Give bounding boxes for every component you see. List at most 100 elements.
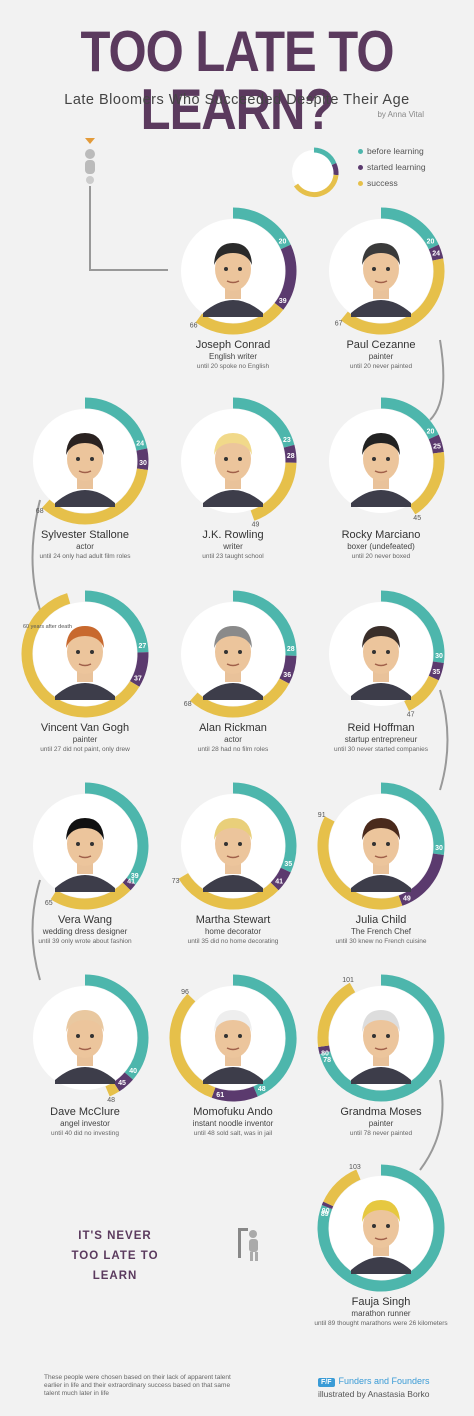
segment-started (270, 867, 291, 891)
segment-before (232, 397, 295, 448)
person-role: instant noodle inventor (192, 1119, 274, 1128)
age-ring-chart: 20 24 67 (329, 207, 445, 335)
segment-success (190, 678, 290, 718)
segment-before (232, 974, 297, 1097)
legend-ring-icon (292, 147, 339, 197)
slogan: IT'S NEVER TOO LATE TO LEARN (50, 1226, 180, 1286)
label-started: 24 (432, 250, 440, 257)
person-role: angel investor (60, 1119, 110, 1128)
label-started: 35 (432, 669, 440, 676)
person-name: Paul Cezanne (346, 339, 416, 351)
segment-started (279, 655, 297, 684)
age-ring: 40 45 48 (19, 972, 151, 1104)
person-name: Alan Rickman (199, 722, 267, 734)
age-ring: 27 37 60 years after death (19, 588, 151, 720)
person-name: Martha Stewart (195, 914, 271, 926)
age-ring-chart: 27 37 60 years after death (21, 590, 149, 718)
segment-before (319, 974, 445, 1102)
person-card: 20 39 66 Joseph Conrad English writer until 2… (158, 205, 308, 371)
person-name: Momofuku Ando (193, 1106, 273, 1118)
age-ring-chart: 28 36 68 (181, 590, 297, 718)
segment-before (380, 397, 439, 440)
person-name: J.K. Rowling (202, 529, 264, 541)
segment-success (340, 258, 445, 335)
label-started: 45 (118, 1080, 126, 1087)
page-title: TOO LATE TO LEARN? (80, 20, 395, 142)
person-card: 23 28 49 J.K. Rowling writer until 23 taught … (158, 395, 308, 561)
age-ring: 39 41 65 (19, 780, 151, 912)
segment-success (42, 468, 148, 525)
person-note: until 78 never painted (349, 1130, 413, 1137)
segment-before (232, 590, 297, 656)
label-success: 91 (318, 812, 326, 819)
person-note: until 35 did no home decorating (187, 938, 279, 945)
person-card: 35 41 73 Martha Stewart home decorator until … (158, 780, 308, 946)
segment-before (232, 207, 291, 250)
portrait-icon (351, 1010, 411, 1084)
legend: before learning started learning success (286, 144, 446, 200)
label-before: 28 (287, 646, 295, 653)
label-success: 68 (36, 508, 44, 515)
age-ring: 30 49 91 (315, 780, 447, 912)
age-ring: 78 80 101 (315, 972, 447, 1104)
age-ring: 89 90 103 (315, 1162, 447, 1294)
person-name: Fauja Singh (351, 1296, 411, 1308)
person-role: startup entrepreneur (344, 735, 418, 744)
person-name: Joseph Conrad (195, 339, 271, 351)
segment-started (428, 434, 444, 454)
person-card: 24 30 68 Sylvester Stallone actor until 24 on… (10, 395, 160, 561)
label-before: 30 (435, 845, 443, 852)
label-before: 20 (279, 238, 287, 245)
brand-credit[interactable]: F/F Funders and Founders (318, 1376, 430, 1387)
age-ring: 20 25 45 (315, 395, 447, 527)
person-note: until 20 never painted (349, 363, 413, 370)
label-success: 73 (172, 878, 180, 885)
age-ring-chart: 24 30 68 (33, 397, 149, 525)
person-note: until 20 never boxed (351, 553, 411, 560)
footnote: These people were chosen based on their … (44, 1374, 231, 1397)
segment-started (283, 444, 297, 463)
segment-before (84, 974, 149, 1080)
legend-success: success (358, 178, 398, 188)
legend-label: started learning (367, 162, 426, 172)
age-ring: 35 41 73 (167, 780, 299, 912)
person-role: writer (223, 542, 243, 551)
segment-before (232, 782, 297, 873)
baby-icon (85, 138, 95, 184)
portrait-icon (351, 818, 411, 892)
elderly-walker-icon (238, 1228, 258, 1261)
segment-success (250, 462, 297, 521)
portrait-icon (55, 818, 115, 892)
label-before: 48 (258, 1086, 266, 1093)
person-name: Rocky Marciano (341, 529, 421, 541)
person-note: until 89 thought marathons were 26 kilom… (314, 1320, 448, 1327)
age-ring: 20 24 67 (315, 205, 447, 337)
legend-started: started learning (358, 162, 426, 172)
segment-before (380, 590, 445, 664)
person-card: 48 61 96 Momofuku Ando instant noodle invent… (158, 972, 308, 1138)
label-before: 35 (284, 861, 292, 868)
label-started: 39 (279, 298, 287, 305)
portrait-icon (351, 433, 411, 507)
age-ring: 24 30 68 (19, 395, 151, 527)
person-role: actor (224, 735, 242, 744)
age-ring: 23 28 49 (167, 395, 299, 527)
label-success: 47 (407, 712, 415, 719)
dot-icon (358, 181, 363, 187)
segment-before (84, 782, 149, 885)
person-role: painter (368, 1119, 394, 1128)
portrait-icon (203, 626, 263, 700)
segment-started (274, 244, 297, 310)
label-started: 25 (433, 443, 441, 450)
portrait-icon (203, 1010, 263, 1084)
label-success: 49 (252, 522, 260, 527)
age-ring-chart: 20 25 45 (329, 397, 445, 522)
segment-started (428, 244, 444, 261)
label-before: 20 (427, 428, 435, 435)
person-name: Reid Hoffman (347, 722, 415, 734)
label-success: 60 years after death (23, 624, 72, 630)
label-before: 30 (435, 653, 443, 660)
segment-started (129, 652, 149, 687)
person-role: home decorator (204, 927, 262, 936)
